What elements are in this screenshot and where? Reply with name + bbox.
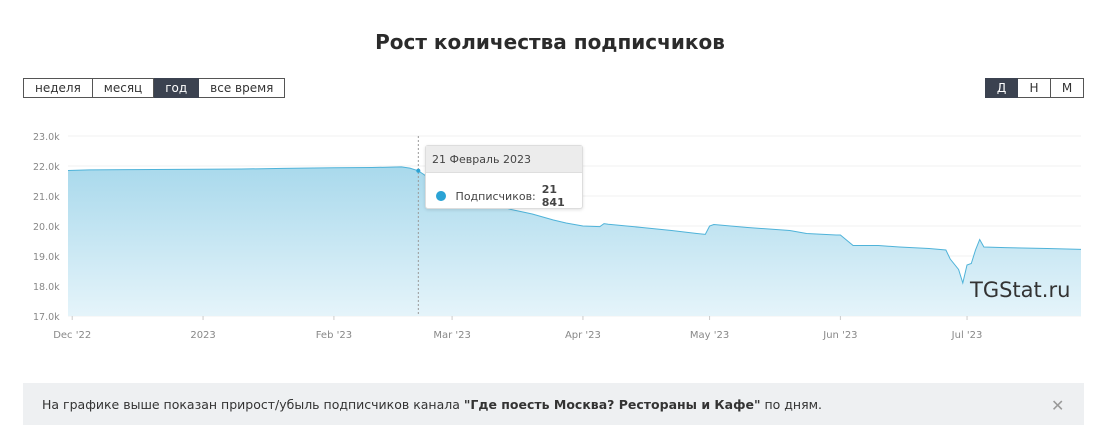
- x-tick-label: 2023: [190, 330, 215, 341]
- tooltip-body: Подписчиков: 21 841: [426, 173, 582, 209]
- series-line: [67, 166, 1082, 285]
- x-tick-label: Apr '23: [565, 330, 601, 341]
- tooltip-label: Подписчиков:: [455, 189, 536, 203]
- x-tick-label: May '23: [690, 330, 729, 341]
- period-month-button[interactable]: месяц: [92, 78, 155, 98]
- granularity-day-button[interactable]: Д: [985, 78, 1018, 98]
- info-channel-name: "Где поесть Москва? Рестораны и Кафе": [463, 397, 761, 412]
- y-tick-label: 20.0k: [33, 222, 60, 233]
- info-text-suffix: по дням.: [760, 397, 822, 412]
- x-tick-label: Feb '23: [316, 330, 352, 341]
- y-axis: 17.0k 18.0k 19.0k 20.0k 21.0k 22.0k 23.0k: [33, 132, 60, 323]
- period-week-button[interactable]: неделя: [23, 78, 93, 98]
- x-tick-label: Jul '23: [951, 330, 983, 341]
- series-area: [68, 166, 1081, 316]
- period-year-button[interactable]: год: [154, 78, 200, 98]
- tooltip-date: 21 Февраль 2023: [426, 146, 582, 173]
- period-all-time-button[interactable]: все время: [199, 78, 286, 98]
- x-tick-label: Dec '22: [53, 330, 91, 341]
- period-selector: неделя месяц год все время: [23, 78, 286, 98]
- chart-title: Рост количества подписчиков: [375, 30, 725, 54]
- close-icon[interactable]: ✕: [1051, 396, 1065, 415]
- x-tick-label: Mar '23: [433, 330, 471, 341]
- y-tick-label: 19.0k: [33, 252, 60, 263]
- y-tick-label: 17.0k: [33, 312, 60, 323]
- granularity-week-button[interactable]: Н: [1018, 78, 1051, 98]
- x-tick-label: Jun '23: [822, 330, 857, 341]
- hover-marker: [416, 168, 421, 173]
- y-tick-label: 18.0k: [33, 282, 60, 293]
- info-text-prefix: На графике выше показан прирост/убыль по…: [42, 397, 464, 412]
- hover-tooltip: 21 Февраль 2023 Подписчиков: 21 841: [425, 145, 583, 209]
- tooltip-value: 21 841: [541, 183, 565, 209]
- series-dot-icon: [436, 191, 446, 201]
- granularity-selector: Д Н М: [985, 78, 1084, 98]
- info-banner: На графике выше показан прирост/убыль по…: [23, 383, 1084, 425]
- y-tick-label: 23.0k: [33, 132, 60, 143]
- watermark: TGStat.ru: [970, 278, 1071, 302]
- y-tick-label: 22.0k: [33, 162, 60, 173]
- granularity-month-button[interactable]: М: [1051, 78, 1084, 98]
- x-axis: Dec '22 2023 Feb '23 Mar '23 Apr '23 May '23 J…: [53, 316, 982, 341]
- y-tick-label: 21.0k: [33, 192, 60, 203]
